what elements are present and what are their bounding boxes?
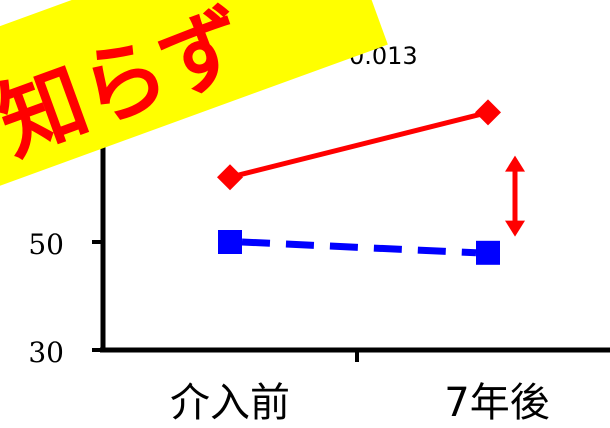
difference-arrow-head-top bbox=[505, 155, 525, 172]
y-tick-30: 30 bbox=[28, 336, 103, 369]
y-tick-50: 50 bbox=[28, 228, 103, 261]
banner-background bbox=[0, 0, 388, 202]
category-label-before: 介入前 bbox=[170, 380, 290, 426]
series-1-marker-after bbox=[475, 99, 501, 126]
banner: 知らず bbox=[0, 0, 388, 202]
series-2-marker-after bbox=[476, 240, 500, 265]
y-tick-label-50: 50 bbox=[28, 228, 64, 261]
category-label-after: 7年後 bbox=[444, 380, 549, 426]
series-1-marker-before bbox=[217, 164, 243, 191]
y-tick-label-30: 30 bbox=[28, 336, 64, 369]
difference-arrow bbox=[505, 155, 525, 237]
difference-arrow-head-bottom bbox=[505, 220, 525, 237]
series-2-marker-before bbox=[218, 230, 242, 254]
series-1-line bbox=[229, 109, 489, 180]
series-2-line bbox=[241, 238, 477, 257]
